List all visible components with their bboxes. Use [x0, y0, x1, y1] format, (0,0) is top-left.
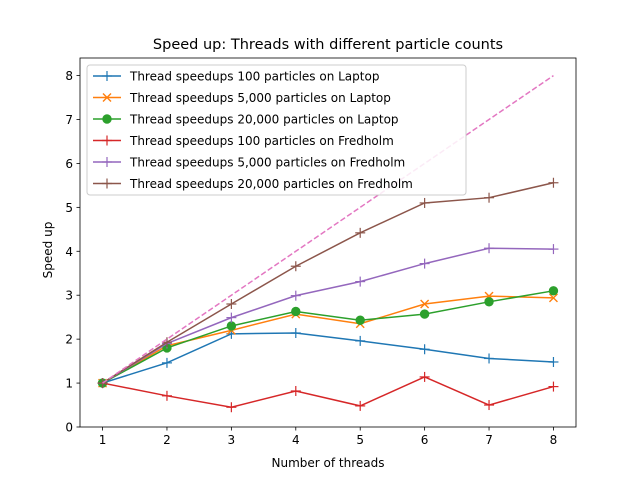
- data-point-s1-4: [290, 327, 301, 338]
- data-point-s3-7: [484, 297, 494, 307]
- y-tick-label-0: 0: [65, 421, 73, 435]
- legend-marker-2: [102, 93, 112, 102]
- data-point-s5-8: [548, 244, 559, 255]
- x-tick-label-7: 7: [485, 433, 493, 447]
- legend-label-4: Thread speedups 100 particles on Fredhol…: [129, 134, 394, 148]
- data-point-s1-5: [355, 335, 366, 346]
- legend-marker-3: [102, 114, 112, 124]
- y-tick-label-3: 3: [65, 289, 73, 303]
- data-point-s6-1: [97, 378, 108, 389]
- data-point-s3-5: [355, 315, 365, 325]
- data-point-s5-3: [226, 312, 237, 323]
- y-tick-label-7: 7: [65, 113, 73, 127]
- data-point-s4-7: [484, 400, 495, 411]
- series-line-6: [102, 182, 554, 384]
- x-tick-label-5: 5: [356, 433, 364, 447]
- x-tick-label-2: 2: [163, 433, 171, 447]
- x-tick-label-6: 6: [421, 433, 429, 447]
- data-point-s6-4: [290, 261, 301, 272]
- data-point-s6-8: [548, 177, 559, 188]
- legend-marker-6: [102, 178, 112, 189]
- y-tick-label-1: 1: [65, 377, 73, 391]
- data-point-s6-5: [355, 227, 366, 238]
- data-point-s4-6: [419, 371, 430, 382]
- x-tick-label-3: 3: [228, 433, 236, 447]
- y-axis-label: Speed up: [41, 222, 55, 279]
- x-tick-label-1: 1: [99, 433, 107, 447]
- data-point-s3-3: [226, 321, 237, 331]
- axes-frame: [79, 57, 577, 428]
- legend-label-5: Thread speedups 5,000 particles on Fredh…: [129, 156, 405, 170]
- data-point-s5-5: [355, 276, 366, 287]
- legend-label-3: Thread speedups 20,000 particles on Lapt…: [129, 113, 399, 127]
- legend-label-2: Thread speedups 5,000 particles on Lapto…: [129, 91, 391, 105]
- data-point-s3-6: [419, 309, 430, 319]
- legend-label-6: Thread speedups 20,000 particles on Fred…: [129, 177, 413, 191]
- data-point-s4-2: [161, 390, 172, 401]
- legend-marker-4: [102, 135, 112, 146]
- data-point-s6-7: [484, 192, 495, 203]
- data-point-s6-3: [226, 299, 237, 309]
- data-point-s2-8: [548, 293, 558, 303]
- y-tick-label-8: 8: [65, 69, 73, 83]
- x-tick-label-4: 4: [292, 433, 300, 447]
- data-point-s5-7: [484, 243, 495, 254]
- series-line-5: [102, 247, 554, 384]
- chart-title: Speed up: Threads with different particl…: [153, 37, 503, 53]
- legend-box: [86, 64, 467, 196]
- data-point-s3-8: [548, 286, 559, 296]
- series-line-3: [102, 290, 554, 384]
- data-point-s4-5: [355, 400, 366, 411]
- legend-marker-1: [102, 71, 112, 81]
- data-point-s1-6: [419, 344, 430, 355]
- series-line-4: [102, 376, 554, 408]
- y-tick-label-5: 5: [65, 201, 73, 215]
- legend-marker-5: [102, 157, 112, 167]
- data-point-s1-7: [484, 353, 495, 364]
- data-point-s4-4: [290, 385, 301, 396]
- y-tick-label-6: 6: [65, 157, 73, 171]
- data-point-s1-8: [548, 356, 559, 367]
- y-tick-label-4: 4: [65, 245, 73, 259]
- ideal-speedup-line: [102, 74, 554, 384]
- series-line-2: [102, 295, 554, 384]
- data-point-s5-6: [419, 258, 430, 269]
- data-point-s3-4: [291, 306, 301, 317]
- data-point-s6-6: [419, 197, 430, 208]
- y-tick-label-2: 2: [65, 333, 73, 347]
- x-tick-label-8: 8: [550, 433, 558, 447]
- data-point-s1-2: [161, 357, 172, 368]
- plot-area: 1 2 3 4 5 6 7 8 0 1 2 3 4 5 6 7 8: [65, 57, 577, 447]
- data-point-s5-4: [290, 290, 301, 301]
- x-axis-label: Number of threads: [272, 456, 385, 470]
- data-point-s4-8: [548, 381, 559, 392]
- legend-label-1: Thread speedups 100 particles on Laptop: [129, 70, 379, 84]
- series-line-1: [102, 332, 554, 384]
- legend: Thread speedups 100 particles on Laptop T…: [86, 64, 467, 196]
- data-point-s4-3: [226, 402, 237, 413]
- data-point-s2-6: [420, 299, 430, 309]
